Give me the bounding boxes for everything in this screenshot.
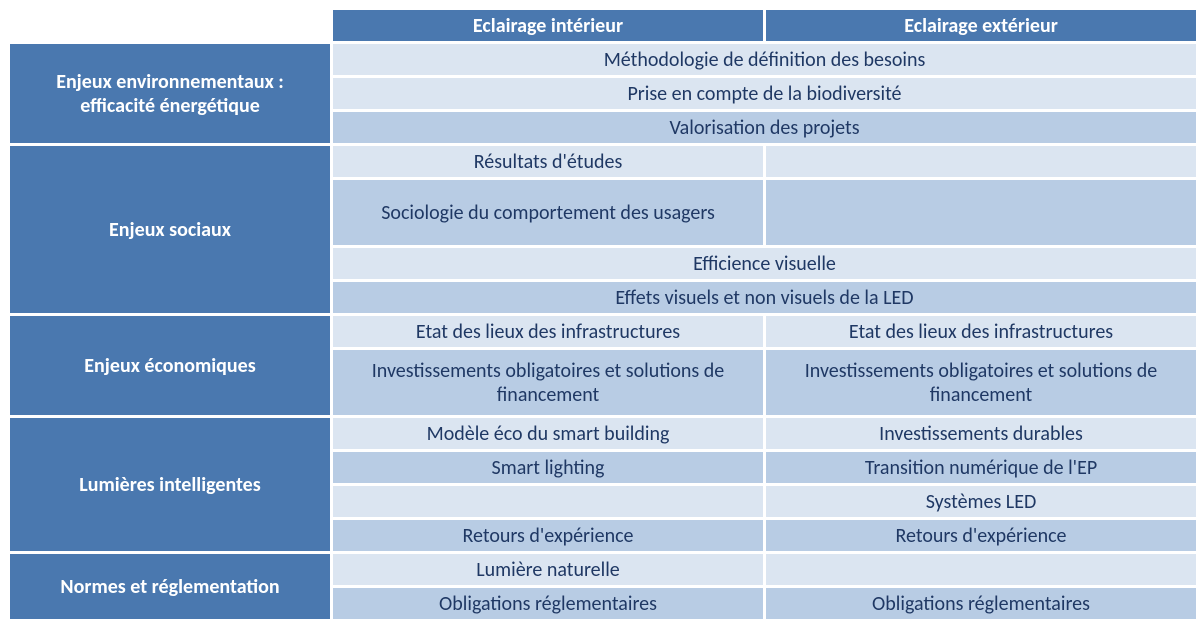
header-col-interior: Eclairage intérieur: [333, 10, 763, 41]
row-category-label: Normes et réglementation: [10, 554, 330, 619]
table-cell: [766, 180, 1196, 245]
table-cell: Retours d'expérience: [766, 520, 1196, 551]
table-cell-merged: Efficience visuelle: [333, 248, 1196, 279]
table-cell: [333, 486, 763, 517]
table-cell: Investissements obligatoires et solution…: [333, 350, 763, 415]
table-cell: Investissements obligatoires et solution…: [766, 350, 1196, 415]
row-category-label: Enjeux environnementaux : efficacité éne…: [10, 44, 330, 143]
table-cell-merged: Valorisation des projets: [333, 112, 1196, 143]
table-cell: Résultats d'études: [333, 146, 763, 177]
table-cell: Lumière naturelle: [333, 554, 763, 585]
table-cell: [766, 554, 1196, 585]
row-category-label: Lumières intelligentes: [10, 418, 330, 551]
table-cell: Retours d'expérience: [333, 520, 763, 551]
table-cell: Etat des lieux des infrastructures: [333, 316, 763, 347]
table-cell-merged: Méthodologie de définition des besoins: [333, 44, 1196, 75]
table-cell: Investissements durables: [766, 418, 1196, 449]
table-cell-merged: Prise en compte de la biodiversité: [333, 78, 1196, 109]
table-grid: Eclairage intérieurEclairage extérieurEn…: [10, 10, 1190, 619]
table-cell: Transition numérique de l'EP: [766, 452, 1196, 483]
table-cell: Systèmes LED: [766, 486, 1196, 517]
table-cell: Sociologie du comportement des usagers: [333, 180, 763, 245]
table-cell: Obligations réglementaires: [333, 588, 763, 619]
table-cell: [766, 146, 1196, 177]
table-cell-merged: Effets visuels et non visuels de la LED: [333, 282, 1196, 313]
row-category-label: Enjeux économiques: [10, 316, 330, 415]
table-cell: Smart lighting: [333, 452, 763, 483]
header-col-exterior: Eclairage extérieur: [766, 10, 1196, 41]
header-blank: [10, 10, 330, 41]
table-cell: Etat des lieux des infrastructures: [766, 316, 1196, 347]
row-category-label: Enjeux sociaux: [10, 146, 330, 313]
table-cell: Obligations réglementaires: [766, 588, 1196, 619]
table-cell: Modèle éco du smart building: [333, 418, 763, 449]
summary-table: Eclairage intérieurEclairage extérieurEn…: [10, 10, 1190, 619]
